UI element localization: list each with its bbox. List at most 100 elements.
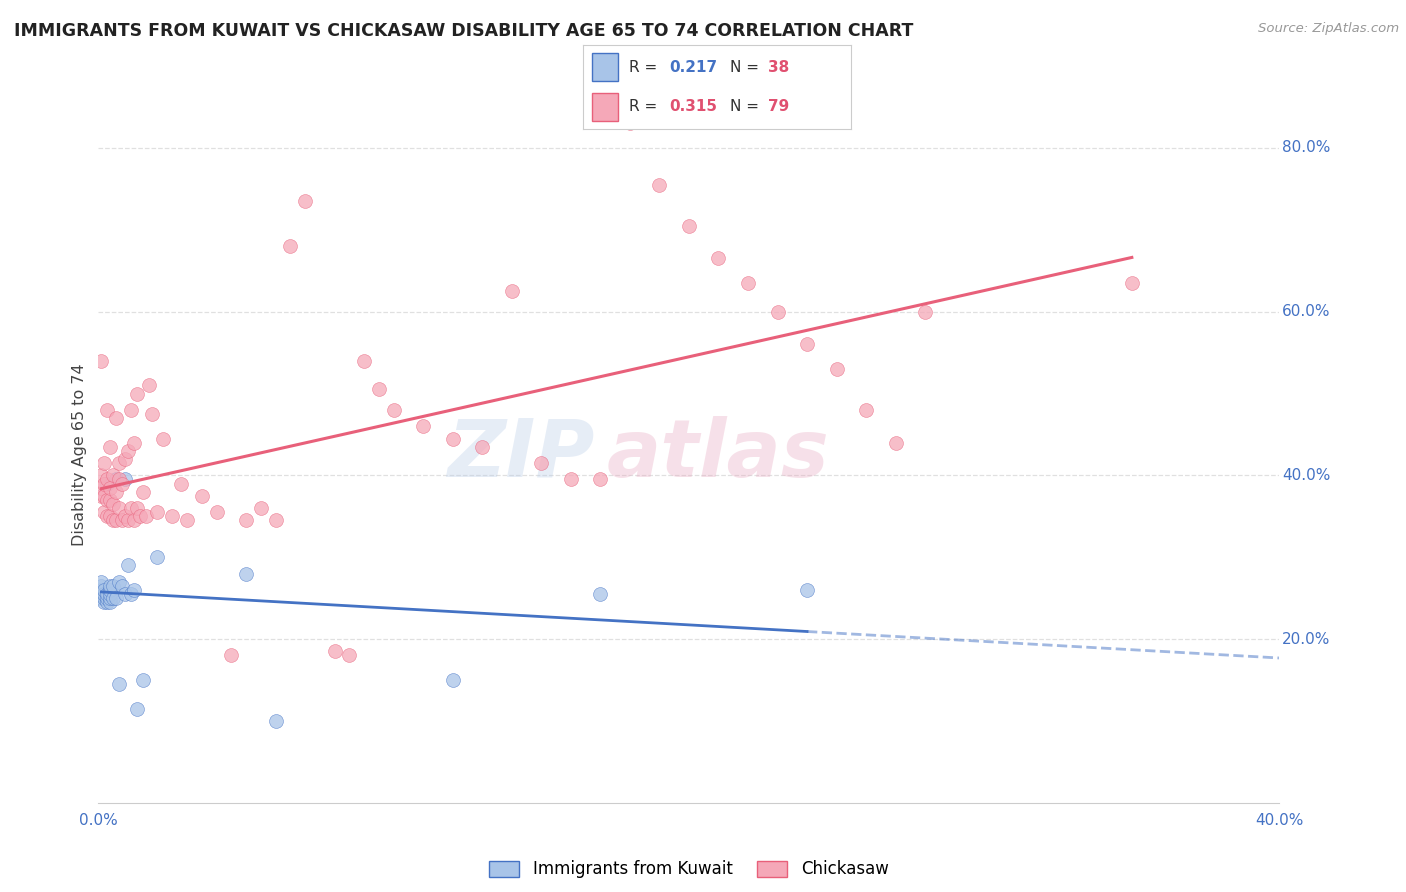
Point: [98, 591, 121, 606]
Point: [90, 481, 112, 495]
Point: [441, 432, 464, 446]
Point: [98, 579, 121, 593]
Point: [796, 337, 818, 351]
Point: [103, 468, 125, 483]
Point: [120, 501, 142, 516]
Point: [122, 513, 145, 527]
Point: [98, 587, 121, 601]
Point: [530, 456, 553, 470]
Point: [796, 582, 818, 597]
Point: [337, 648, 360, 663]
Text: N =: N =: [731, 60, 765, 75]
Point: [90, 489, 112, 503]
Point: [120, 587, 142, 601]
Point: [98, 582, 121, 597]
Point: [125, 701, 148, 715]
Point: [825, 362, 848, 376]
Point: [264, 513, 287, 527]
Point: [98, 509, 121, 524]
Point: [235, 566, 257, 581]
Point: [105, 473, 128, 487]
Bar: [592, 54, 619, 81]
Point: [96, 476, 118, 491]
Point: [205, 505, 228, 519]
Point: [162, 509, 183, 524]
Point: [152, 432, 174, 446]
Point: [90, 587, 112, 601]
Point: [90, 353, 112, 368]
Point: [90, 591, 112, 606]
Text: 20.0%: 20.0%: [1282, 632, 1330, 647]
Point: [560, 473, 582, 487]
Point: [96, 509, 118, 524]
Point: [589, 587, 612, 601]
Point: [235, 513, 257, 527]
Text: 40.0%: 40.0%: [1282, 468, 1330, 483]
Point: [90, 579, 112, 593]
Point: [98, 595, 121, 609]
Point: [122, 435, 145, 450]
Point: [98, 440, 121, 454]
Bar: [592, 93, 619, 120]
Point: [114, 452, 136, 467]
Point: [264, 714, 287, 728]
Point: [1121, 276, 1143, 290]
Point: [90, 582, 112, 597]
Point: [103, 591, 125, 606]
Point: [125, 501, 148, 516]
Point: [766, 304, 789, 318]
Point: [501, 284, 523, 298]
Point: [368, 383, 391, 397]
Point: [114, 473, 136, 487]
Point: [250, 501, 273, 516]
Text: 0.217: 0.217: [669, 60, 717, 75]
Point: [914, 304, 936, 318]
Point: [103, 513, 125, 527]
Point: [294, 194, 316, 209]
Point: [98, 481, 121, 495]
Point: [111, 579, 134, 593]
Point: [114, 509, 136, 524]
Point: [111, 476, 134, 491]
Text: 80.0%: 80.0%: [1282, 140, 1330, 155]
Point: [141, 407, 163, 421]
Text: IMMIGRANTS FROM KUWAIT VS CHICKASAW DISABILITY AGE 65 TO 74 CORRELATION CHART: IMMIGRANTS FROM KUWAIT VS CHICKASAW DISA…: [14, 22, 914, 40]
Point: [125, 386, 148, 401]
Legend: Immigrants from Kuwait, Chickasaw: Immigrants from Kuwait, Chickasaw: [482, 854, 896, 885]
Point: [138, 378, 160, 392]
Point: [96, 492, 118, 507]
Point: [96, 473, 118, 487]
Point: [105, 484, 128, 499]
Point: [93, 582, 115, 597]
Point: [96, 587, 118, 601]
Point: [108, 501, 131, 516]
Text: 0.315: 0.315: [669, 99, 717, 114]
Point: [471, 440, 494, 454]
Point: [707, 252, 730, 266]
Point: [93, 595, 115, 609]
Point: [191, 489, 214, 503]
Point: [105, 513, 128, 527]
Point: [176, 513, 198, 527]
Point: [382, 403, 405, 417]
Point: [117, 443, 139, 458]
Point: [122, 582, 145, 597]
Point: [219, 648, 242, 663]
Point: [108, 473, 131, 487]
Point: [93, 591, 115, 606]
Point: [120, 403, 142, 417]
Point: [737, 276, 759, 290]
Point: [103, 497, 125, 511]
Point: [105, 411, 128, 425]
Point: [114, 587, 136, 601]
Point: [90, 574, 112, 589]
Point: [105, 591, 128, 606]
Point: [128, 509, 150, 524]
Point: [90, 468, 112, 483]
Point: [170, 476, 193, 491]
Point: [103, 579, 125, 593]
Point: [648, 178, 671, 192]
Point: [108, 574, 131, 589]
Point: [117, 513, 139, 527]
Text: 38: 38: [768, 60, 789, 75]
